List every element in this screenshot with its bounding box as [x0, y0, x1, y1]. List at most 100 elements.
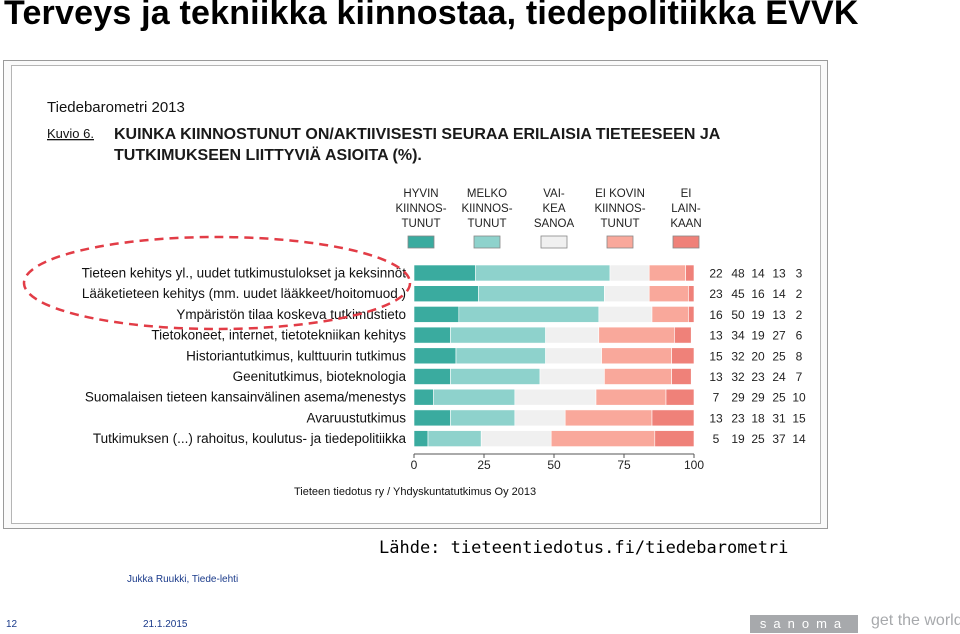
value-label: 32	[731, 349, 745, 363]
chart-axis: 0 25 50 75 100	[411, 453, 704, 472]
legend-label: HYVIN KIINNOS-TUNUT	[395, 188, 446, 230]
bar-segment	[458, 306, 600, 323]
bar-segment	[545, 326, 600, 344]
bar-segment	[648, 264, 686, 282]
legend-label: MELKO KIINNOS-TUNUT	[461, 188, 512, 230]
value-label: 2	[796, 308, 803, 322]
bar-segment	[413, 430, 429, 447]
category-label: Ympäristön tilaa koskeva tutkimustieto	[176, 307, 406, 322]
value-label: 31	[772, 411, 786, 425]
category-label: Lääketieteen kehitys (mm. uudet lääkkeet…	[82, 286, 406, 301]
value-label: 25	[751, 432, 765, 446]
value-label: 19	[751, 329, 765, 343]
category-label: Suomalaisen tieteen kansainvälinen asema…	[85, 390, 406, 405]
value-label: 16	[751, 287, 765, 301]
value-label: 13	[709, 329, 723, 343]
bar-segment	[598, 326, 675, 344]
bar-segment	[514, 388, 597, 406]
value-label: 14	[792, 432, 806, 446]
legend-swatch	[407, 235, 435, 249]
legend-swatch	[540, 235, 568, 249]
bar-segment	[433, 388, 516, 406]
bar-segment	[480, 430, 552, 447]
value-label: 45	[731, 287, 745, 301]
bar-segment	[609, 264, 650, 282]
value-label: 15	[792, 411, 806, 425]
bar-segment	[514, 409, 566, 427]
value-label: 25	[772, 391, 786, 405]
bar-segment	[595, 388, 667, 406]
value-label: 19	[751, 308, 765, 322]
value-label: 50	[731, 308, 745, 322]
sanoma-logo: sanoma	[750, 615, 858, 633]
bar-segment	[413, 326, 451, 344]
bar-segment	[671, 368, 692, 385]
legend-label: VAI-KEA SANOA	[534, 188, 575, 230]
bar-segment	[654, 430, 695, 447]
value-label: 6	[796, 329, 803, 343]
value-label: 7	[713, 391, 720, 405]
value-label: 25	[772, 349, 786, 363]
author-text: Jukka Ruukki, Tiede-lehti	[127, 574, 239, 585]
value-label: 8	[796, 349, 803, 363]
bar-segment	[413, 306, 460, 323]
category-label: Historiantutkimus, kulttuurin tutkimus	[186, 348, 406, 363]
value-label: 3	[796, 267, 803, 281]
value-label: 5	[713, 432, 720, 446]
legend-swatch	[606, 235, 634, 249]
bar-segment	[413, 264, 476, 282]
bar-segment	[598, 306, 653, 323]
category-label: Tietokoneet, internet, tietotekniikan ke…	[151, 328, 406, 343]
slide-title: Terveys ja tekniikka kiinnostaa, tiedepo…	[4, 0, 859, 32]
value-label: 32	[731, 370, 745, 384]
chart-footer: Tieteen tiedotus ry / Yhdyskuntatutkimus…	[294, 486, 536, 498]
value-label: 24	[772, 370, 786, 384]
value-label: 13	[772, 267, 786, 281]
x-tick-label: 0	[411, 458, 418, 472]
brand-tagline: get the world	[871, 612, 960, 629]
legend-label: EI LAIN-KAAN	[670, 188, 701, 230]
value-label: 10	[792, 391, 806, 405]
value-label: 23	[709, 287, 723, 301]
category-label: Geenitutkimus, bioteknologia	[233, 369, 407, 384]
value-label: 23	[731, 411, 745, 425]
bar-segment	[651, 306, 689, 323]
x-tick-label: 75	[617, 458, 631, 472]
bar-segment	[601, 347, 672, 365]
legend-swatch	[473, 235, 501, 249]
legend-label: EI KOVIN KIINNOS-TUNUT	[594, 188, 645, 230]
value-label: 7	[796, 370, 803, 384]
bar-segment	[685, 264, 695, 282]
value-label: 16	[709, 308, 723, 322]
value-label: 13	[709, 370, 723, 384]
value-label: 14	[772, 287, 786, 301]
category-label: Tutkimuksen (...) rahoitus, koulutus- ja…	[93, 431, 407, 446]
bar-segment	[674, 326, 692, 344]
category-label: Avaruustutkimus	[306, 410, 406, 425]
value-label: 20	[751, 349, 765, 363]
x-tick-label: 25	[477, 458, 491, 472]
value-label: 18	[751, 411, 765, 425]
value-label: 29	[731, 391, 745, 405]
bar-segment	[550, 430, 656, 447]
value-label: 48	[731, 267, 745, 281]
bar-segment	[413, 388, 434, 406]
bar-segment	[475, 264, 611, 282]
value-label: 27	[772, 329, 786, 343]
bar-segment	[688, 285, 695, 303]
bar-segment	[413, 409, 451, 427]
page-number: 12	[6, 619, 18, 630]
chart-bars: Tieteen kehitys yl., uudet tutkimustulok…	[82, 264, 806, 447]
chart-subtitle: KUINKA KIINNOSTUNUT ON/AKTIIVISESTI SEUR…	[114, 126, 721, 164]
highlight-ellipse	[22, 235, 412, 331]
value-label: 13	[772, 308, 786, 322]
bar-segment	[427, 430, 482, 447]
x-tick-label: 100	[684, 458, 704, 472]
bar-segment	[564, 409, 653, 427]
bar-segment	[671, 347, 695, 365]
chart-title: Tiedebarometri 2013	[47, 99, 185, 116]
value-label: 34	[731, 329, 745, 343]
value-label: 19	[731, 432, 745, 446]
figure-label: Kuvio 6.	[47, 126, 94, 141]
